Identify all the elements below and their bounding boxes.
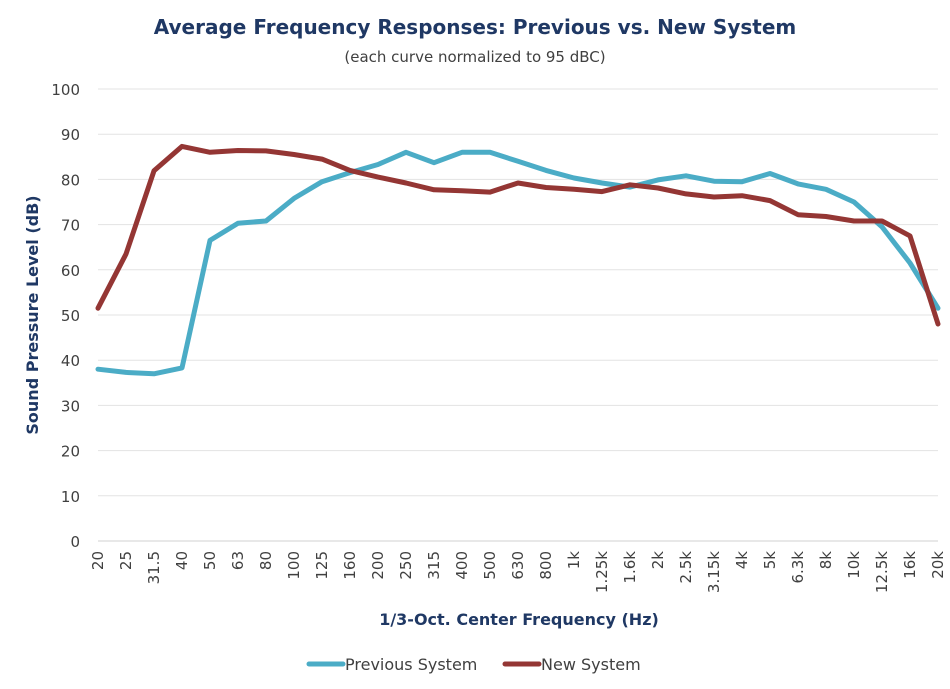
x-axis-ticks: 20 25 31.5 40 50 63 80 100 125 160 200 250 315 400 500… [89, 551, 947, 593]
x-tick-label: 500 [481, 551, 499, 580]
x-tick-label: 400 [453, 551, 471, 580]
x-tick-label: 315 [425, 551, 443, 580]
x-tick-label: 100 [285, 551, 303, 580]
x-tick-label: 3.15k [705, 551, 723, 593]
x-tick-label: 10k [845, 551, 863, 579]
x-tick-label: 40 [173, 551, 191, 570]
series-lines [95, 143, 941, 377]
x-tick-label: 2.5k [677, 551, 695, 584]
legend-label-new-system: New System [541, 655, 641, 674]
y-tick-label: 10 [61, 488, 80, 506]
y-tick-label: 20 [61, 443, 80, 461]
x-axis-title: 1/3-Oct. Center Frequency (Hz) [379, 610, 659, 629]
x-tick-label: 2k [649, 551, 667, 570]
gridlines [98, 88, 938, 542]
x-tick-label: 6.3k [789, 551, 807, 584]
y-tick-label: 60 [61, 262, 80, 280]
x-tick-label: 25 [117, 551, 135, 570]
chart-subtitle: (each curve normalized to 95 dBC) [344, 48, 605, 66]
y-tick-label: 30 [61, 397, 80, 415]
y-tick-label: 100 [51, 81, 80, 99]
y-tick-label: 50 [61, 307, 80, 325]
x-tick-label: 250 [397, 551, 415, 580]
y-axis-title: Sound Pressure Level (dB) [23, 195, 42, 434]
x-tick-label: 16k [901, 551, 919, 579]
series-line-new-system [95, 143, 941, 327]
x-tick-label: 63 [229, 551, 247, 570]
x-tick-label: 1k [565, 551, 583, 570]
y-tick-label: 90 [61, 126, 80, 144]
series-line-previous-system [95, 149, 941, 377]
x-tick-label: 31.5 [145, 551, 163, 584]
x-tick-label: 1.25k [593, 551, 611, 593]
y-tick-label: 40 [61, 352, 80, 370]
x-tick-label: 80 [257, 551, 275, 570]
x-tick-label: 800 [537, 551, 555, 580]
x-tick-label: 50 [201, 551, 219, 570]
x-tick-label: 20k [929, 551, 947, 579]
chart-title: Average Frequency Responses: Previous vs… [154, 15, 796, 39]
y-tick-label: 80 [61, 171, 80, 189]
legend-label-previous-system: Previous System [345, 655, 477, 674]
x-tick-label: 125 [313, 551, 331, 580]
x-tick-label: 8k [817, 551, 835, 570]
y-tick-label: 0 [70, 533, 80, 551]
x-tick-label: 4k [733, 551, 751, 570]
x-tick-label: 630 [509, 551, 527, 580]
legend: Previous System New System [306, 655, 641, 674]
x-tick-label: 12.5k [873, 551, 891, 593]
x-tick-label: 5k [761, 551, 779, 570]
x-tick-label: 160 [341, 551, 359, 580]
x-tick-label: 200 [369, 551, 387, 580]
x-tick-label: 1.6k [621, 551, 639, 584]
y-tick-label: 70 [61, 217, 80, 235]
x-tick-label: 20 [89, 551, 107, 570]
y-axis-ticks: 0 10 20 30 40 50 60 70 80 90 100 [51, 81, 80, 551]
